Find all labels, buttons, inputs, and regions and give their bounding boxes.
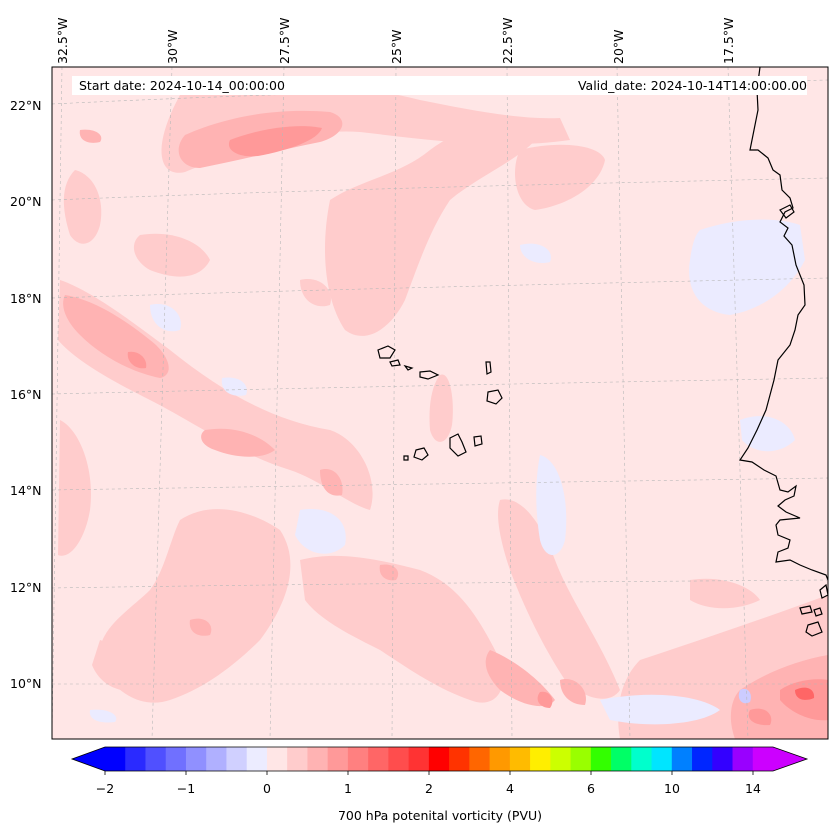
colorbar-swatch: [469, 747, 491, 771]
colorbar-swatch: [327, 747, 349, 771]
colorbar-extend-min: [72, 747, 105, 771]
colorbar-swatch: [509, 747, 531, 771]
colorbar-tick: −1: [176, 781, 196, 796]
colorbar-tick: 10: [664, 781, 680, 796]
colorbar-extend-max: [773, 747, 807, 771]
pv-blue-cores: [738, 688, 751, 704]
colorbar-swatch: [570, 747, 592, 771]
lat-label: 10°N: [10, 676, 42, 691]
colorbar-swatch: [307, 747, 329, 771]
colorbar-swatch: [530, 747, 551, 771]
colorbar-swatch: [449, 747, 470, 771]
lat-label: 12°N: [10, 580, 42, 595]
lon-label: 27.5°W: [277, 17, 292, 64]
colorbar-swatch: [388, 747, 410, 771]
colorbar-swatch: [611, 747, 632, 771]
lon-label: 20°W: [611, 29, 626, 64]
lon-label: 30°W: [165, 29, 180, 64]
colorbar-swatch: [631, 747, 653, 771]
colorbar-swatch: [408, 747, 430, 771]
colorbar-tick: 14: [745, 781, 761, 796]
colorbar-tick: −2: [95, 781, 115, 796]
colorbar-swatch: [732, 747, 754, 771]
colorbar-tick: 6: [587, 781, 595, 796]
colorbar-swatch: [428, 747, 450, 771]
colorbar-tick: 0: [263, 781, 271, 796]
colorbar-swatch: [590, 747, 612, 771]
lat-label: 16°N: [10, 387, 42, 402]
date-info-box: [72, 76, 807, 95]
coastline: [738, 67, 828, 637]
colorbar-title: 700 hPa potenital vorticity (PVU): [337, 808, 543, 823]
start-date-label: Start date: 2024-10-14_00:00:00: [79, 78, 285, 93]
colorbar-swatch: [712, 747, 734, 771]
colorbar-swatch: [145, 747, 167, 771]
pv-field: [52, 67, 828, 739]
colorbar-tick: 1: [344, 781, 352, 796]
colorbar-swatch: [165, 747, 187, 771]
lon-label: 22.5°W: [500, 17, 515, 64]
colorbar-swatch: [105, 747, 126, 771]
colorbar-swatch: [489, 747, 511, 771]
colorbar-outline: [70, 746, 809, 772]
colorbar-swatch: [246, 747, 268, 771]
lat-label: 14°N: [10, 483, 42, 498]
lat-label: 20°N: [10, 194, 42, 209]
colorbar-swatch: [752, 747, 774, 771]
colorbar-swatch: [125, 747, 146, 771]
colorbar-swatch: [671, 747, 693, 771]
pv-red-cores: [795, 687, 815, 700]
colorbar-swatch: [185, 747, 207, 771]
colorbar-swatch: [226, 747, 248, 771]
colorbar-swatch: [347, 747, 369, 771]
map-frame: [51, 66, 829, 740]
islands: [377, 345, 503, 461]
colorbar-tick: 2: [425, 781, 433, 796]
colorbar-swatch: [287, 747, 308, 771]
colorbar-swatch: [206, 747, 227, 771]
colorbar-swatch: [692, 747, 713, 771]
colorbar-swatch: [368, 747, 389, 771]
lon-label: 17.5°W: [721, 17, 736, 64]
valid-date-label: Valid_date: 2024-10-14T14:00:00.00: [577, 78, 807, 93]
lat-label: 18°N: [10, 291, 42, 306]
pv-negative-areas: [89, 219, 805, 725]
colorbar-swatch: [651, 747, 673, 771]
lat-label: 22°N: [10, 98, 42, 113]
lon-label: 32.5°W: [55, 17, 70, 64]
colorbar-tick: 4: [506, 781, 514, 796]
lon-label: 25°W: [389, 29, 404, 64]
colorbar-swatch: [550, 747, 572, 771]
colorbar: [70, 746, 809, 775]
colorbar-swatch: [266, 747, 288, 771]
